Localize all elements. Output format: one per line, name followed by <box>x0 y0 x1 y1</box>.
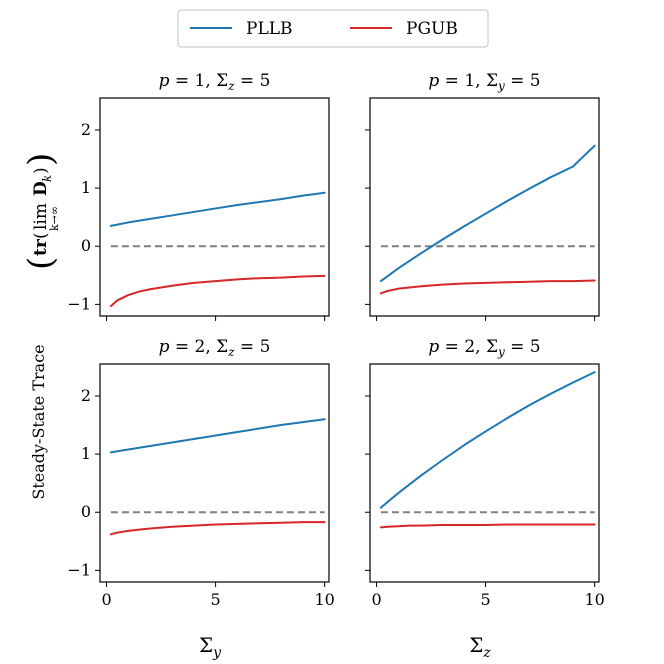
panel-title: p = 1, Σz = 5 <box>159 71 271 93</box>
y-tick-label: 2 <box>81 120 91 139</box>
y-axis-label-d: D <box>31 181 51 196</box>
series-line-pllb <box>379 371 596 509</box>
y-axis-label-lim-sub: k→∞ <box>48 206 61 231</box>
panel-title: p = 2, Σy = 5 <box>428 337 540 359</box>
panel-title: p = 2, Σz = 5 <box>159 337 271 359</box>
axes-frame <box>99 363 330 583</box>
axes-frame <box>369 363 600 583</box>
y-axis-label-d-sub: k <box>40 175 54 182</box>
svg-text:): ) <box>31 167 51 174</box>
svg-text:(: ( <box>31 232 51 239</box>
y-axis-label-lim: lim <box>31 203 51 230</box>
y-tick-label: 1 <box>81 444 91 463</box>
series-line-pgub <box>109 521 326 536</box>
series-line-pgub <box>109 274 326 308</box>
legend-label-pllb: PLLB <box>246 19 293 39</box>
y-tick-label: 2 <box>81 386 91 405</box>
y-tick-label: −1 <box>67 560 91 579</box>
x-tick-label: 10 <box>314 590 334 609</box>
y-axis-label-tr: tr <box>31 238 51 256</box>
panels: p = 1, Σz = 5 −1 0 1 2 p = 1, Σy = 5 p = 2, Σz… <box>67 71 604 609</box>
y-tick-label: 0 <box>81 236 91 255</box>
series-line-pllb <box>379 144 596 283</box>
series-line-pgub <box>379 523 596 529</box>
y-axis-label: Steady-State Trace ( tr ( lim k→∞ D k ) … <box>21 153 61 500</box>
series-line-pllb <box>109 418 326 454</box>
x-tick-label: 5 <box>210 590 220 609</box>
y-axis-label-paren-open: ( <box>21 257 61 270</box>
panel-title: p = 1, Σy = 5 <box>428 71 540 93</box>
panel-1: p = 1, Σz = 5 −1 0 1 2 <box>67 71 330 321</box>
legend-frame <box>177 9 489 48</box>
y-tick-label: −1 <box>67 294 91 313</box>
panel-2: p = 1, Σy = 5 <box>365 71 600 321</box>
panel-4: p = 2, Σy = 5 0 5 10 <box>365 337 605 609</box>
y-tick-label: 0 <box>81 502 91 521</box>
legend-label-pgub: PGUB <box>406 19 458 39</box>
axes-frame <box>369 97 600 317</box>
y-tick-label: 1 <box>81 178 91 197</box>
x-tick-label: 10 <box>584 590 604 609</box>
x-tick-label: 0 <box>101 590 111 609</box>
legend: PLLB PGUB <box>177 9 489 48</box>
series-line-pgub <box>379 279 596 295</box>
x-tick-label: 0 <box>371 590 381 609</box>
x-tick-label: 5 <box>480 590 490 609</box>
panel-3: p = 2, Σz = 5 −1 0 1 2 0 5 10 <box>67 337 334 609</box>
x-axis-label-right: Σz <box>469 633 491 661</box>
x-axis-label-left: Σy <box>199 633 222 661</box>
svg-text:Steady-State Trace: Steady-State Trace <box>29 344 48 499</box>
y-axis-label-paren-close: ) <box>21 153 61 166</box>
series-line-pllb <box>109 191 326 227</box>
axes-frame <box>99 97 330 317</box>
y-axis-label-text: Steady-State Trace <box>29 344 48 499</box>
